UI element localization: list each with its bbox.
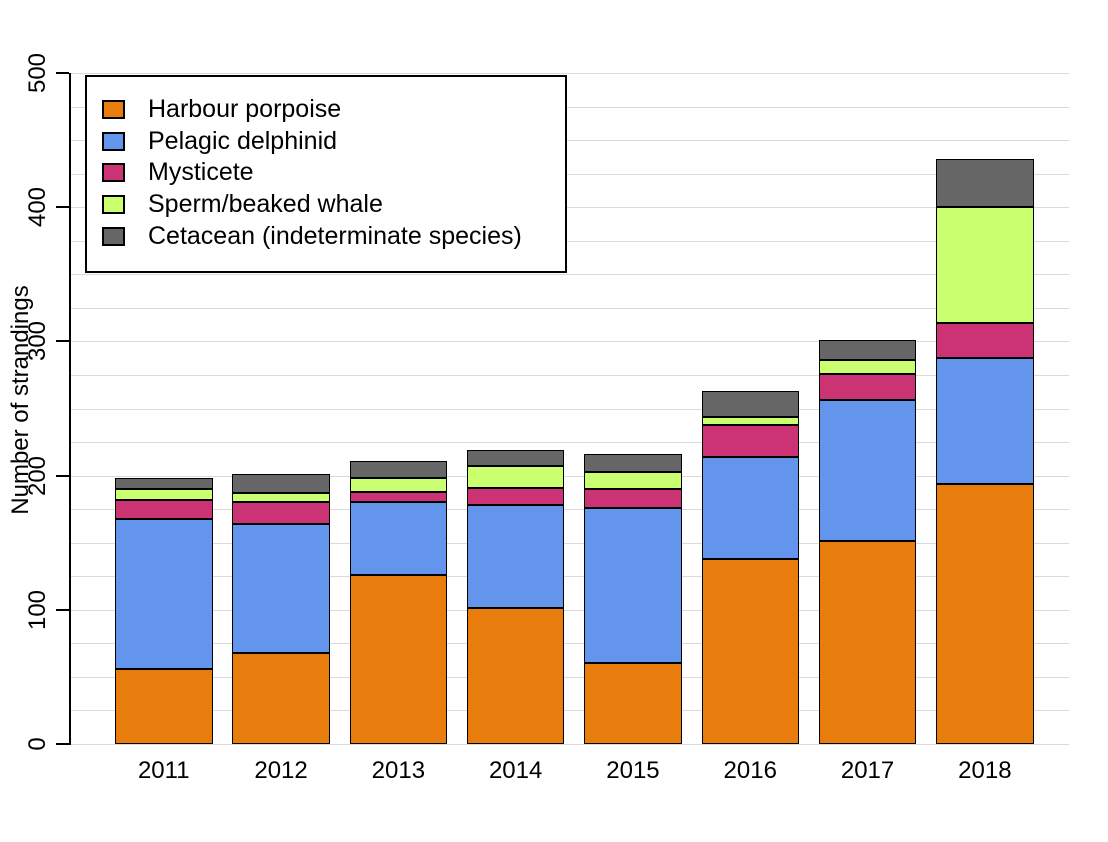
x-axis-label-2016: 2016 (723, 757, 777, 784)
gridline-0 (71, 744, 1069, 745)
legend-swatch-icon (102, 100, 125, 120)
bar-2015-segment-2 (584, 489, 682, 508)
bar-2014-segment-0 (466, 608, 565, 744)
x-axis-label-2017: 2017 (840, 757, 895, 784)
bar-2013-segment-0 (349, 574, 448, 744)
bar-2011-segment-0 (115, 668, 213, 744)
y-tick-label-200: 200 (24, 455, 51, 496)
gridline-75 (71, 643, 1069, 645)
y-tick-label-100: 100 (24, 589, 51, 630)
legend: Harbour porpoise Pelagic delphinid Mystice… (85, 75, 567, 273)
bar-2014-segment-4 (466, 450, 565, 467)
bar-2016-segment-1 (701, 456, 799, 559)
bar-2017-segment-4 (818, 340, 917, 361)
bar-2017-segment-1 (818, 400, 917, 542)
x-axis-label-2013: 2013 (371, 757, 426, 784)
gridline-275 (71, 374, 1069, 376)
legend-label: Cetacean (indeterminate species) (148, 221, 522, 250)
gridline-475 (71, 106, 1069, 108)
gridline-125 (71, 576, 1069, 578)
bar-2012-segment-2 (232, 502, 330, 524)
x-axis-label-2015: 2015 (606, 757, 660, 784)
gridline-500 (71, 73, 1069, 74)
y-tick-label-0: 0 (24, 737, 51, 751)
bar-2012-segment-1 (232, 523, 330, 653)
y-axis-line (69, 73, 71, 745)
legend-swatch-icon (102, 195, 125, 215)
legend-swatch-icon (102, 163, 125, 183)
bar-2017-segment-3 (818, 360, 917, 374)
y-tick-400 (56, 206, 69, 209)
gridline-50 (71, 676, 1069, 678)
x-axis-label-2012: 2012 (254, 757, 308, 784)
gridline-250 (71, 408, 1069, 410)
y-tick-label-300: 300 (24, 321, 51, 362)
bar-2014-segment-2 (466, 487, 565, 506)
gridline-400 (71, 207, 1069, 209)
bar-2012-segment-3 (232, 493, 330, 503)
y-tick-300 (56, 340, 69, 343)
bar-2018-segment-0 (936, 483, 1034, 744)
y-tick-0 (56, 743, 69, 745)
y-tick-label-400: 400 (24, 187, 51, 228)
gridline-200 (71, 475, 1069, 477)
y-tick-100 (56, 608, 69, 611)
y-tick-200 (56, 474, 69, 477)
bar-2018-segment-2 (936, 322, 1034, 358)
gridline-150 (71, 542, 1069, 544)
gridline-25 (71, 710, 1069, 712)
bar-2018-segment-4 (936, 158, 1034, 208)
bar-2016-segment-2 (701, 424, 799, 457)
gridline-225 (71, 442, 1069, 444)
bar-2011-segment-4 (115, 478, 213, 490)
bar-2017-segment-2 (818, 373, 917, 401)
gridline-300 (71, 341, 1069, 343)
bar-2017-segment-0 (818, 541, 917, 744)
legend-swatch-icon (102, 226, 125, 246)
bar-2011-segment-1 (115, 518, 213, 669)
bar-2013-segment-4 (349, 460, 448, 479)
legend-label: Pelagic delphinid (148, 126, 338, 155)
x-axis-label-2014: 2014 (488, 757, 543, 784)
legend-row-0: Harbour porpoise (87, 94, 565, 126)
x-axis-label-2011: 2011 (137, 757, 190, 784)
bar-2014-segment-3 (466, 466, 565, 488)
legend-row-3: Sperm/beaked whale (87, 189, 565, 221)
gridline-175 (71, 509, 1069, 511)
legend-label: Harbour porpoise (148, 95, 342, 124)
y-tick-500 (56, 72, 69, 74)
bar-2016-segment-0 (701, 558, 799, 744)
bar-2016-segment-4 (701, 391, 799, 417)
bar-2013-segment-1 (349, 502, 448, 575)
bar-2012-segment-4 (232, 474, 330, 494)
bar-2014-segment-1 (466, 505, 565, 609)
gridline-450 (71, 140, 1069, 142)
bar-2015-segment-4 (584, 454, 682, 472)
gridline-375 (71, 240, 1069, 242)
legend-label: Mysticete (148, 158, 254, 187)
bar-2015-segment-0 (584, 663, 682, 744)
gridline-100 (71, 609, 1069, 611)
legend-label: Sperm/beaked whale (148, 190, 383, 219)
legend-swatch-icon (102, 131, 125, 151)
legend-row-4: Cetacean (indeterminate species) (87, 220, 565, 252)
bar-2013-segment-2 (349, 491, 448, 503)
bar-2018-segment-1 (936, 357, 1034, 484)
bar-2016-segment-3 (701, 416, 799, 425)
gridline-325 (71, 307, 1069, 309)
x-axis-label-2018: 2018 (958, 757, 1012, 784)
bar-2011-segment-2 (115, 499, 213, 519)
bar-2013-segment-3 (349, 478, 448, 492)
bar-2015-segment-1 (584, 507, 682, 664)
bar-2011-segment-3 (115, 489, 213, 500)
bar-2012-segment-0 (232, 652, 330, 744)
gridline-425 (71, 173, 1069, 175)
legend-row-1: Pelagic delphinid (87, 126, 565, 158)
bar-2015-segment-3 (584, 471, 682, 489)
gridline-350 (71, 274, 1069, 276)
y-tick-label-500: 500 (24, 52, 51, 94)
legend-row-2: Mysticete (87, 157, 565, 189)
bar-2018-segment-3 (936, 207, 1034, 323)
